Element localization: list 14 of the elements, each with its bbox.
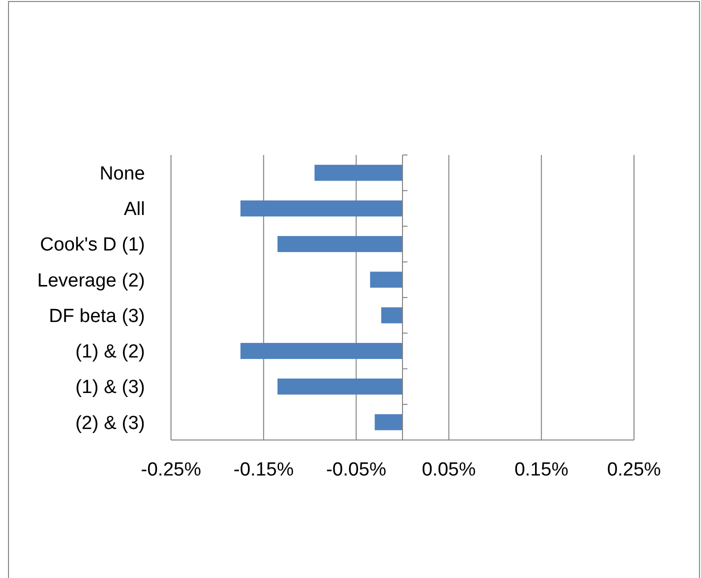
y-tick-label: Leverage (2) (37, 270, 145, 292)
y-tick-label: All (124, 199, 145, 220)
y-tick-label: (1) & (3) (75, 377, 145, 398)
x-tick-label: -0.15% (234, 459, 294, 480)
y-tick-label: None (100, 163, 145, 184)
x-tick-label: -0.25% (140, 459, 202, 480)
y-tick-label: (2) & (3) (75, 412, 145, 434)
y-tick-label: DF beta (3) (48, 306, 145, 327)
x-tick-label: 0.25% (607, 459, 662, 480)
y-tick-label: Cook's D (1) (40, 234, 145, 256)
y-tick-label: (1) & (2) (75, 342, 145, 363)
x-tick-label: 0.05% (422, 459, 476, 480)
x-tick-label: -0.05% (326, 459, 386, 480)
x-tick-label: 0.15% (514, 459, 568, 480)
